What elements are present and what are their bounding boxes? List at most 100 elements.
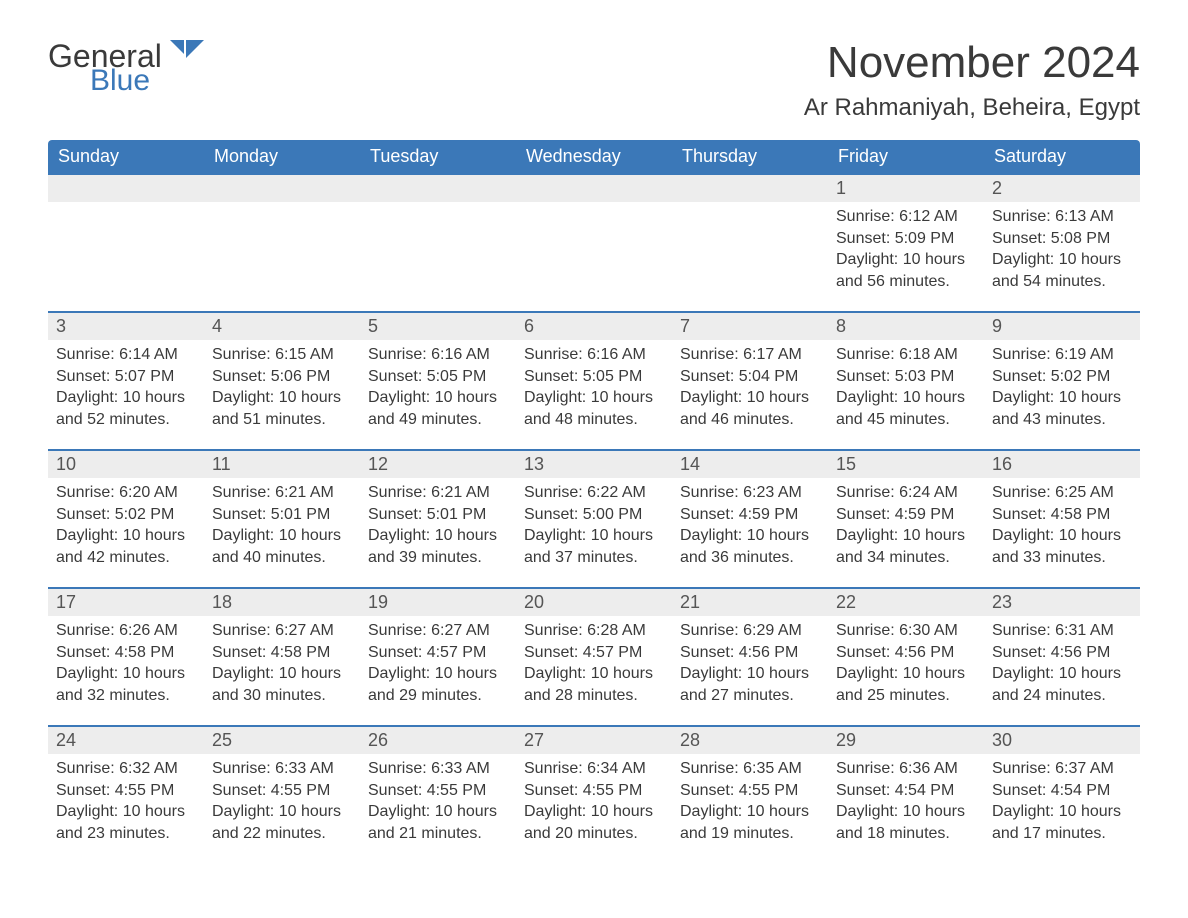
day-number: 20 <box>516 587 672 616</box>
calendar-day-cell: 29Sunrise: 6:36 AMSunset: 4:54 PMDayligh… <box>828 725 984 863</box>
calendar-day-cell: 9Sunrise: 6:19 AMSunset: 5:02 PMDaylight… <box>984 311 1140 449</box>
daylight-text: Daylight: 10 hours and 32 minutes. <box>56 663 196 706</box>
sunrise-text: Sunrise: 6:27 AM <box>368 620 508 642</box>
month-title: November 2024 <box>804 40 1140 86</box>
sunrise-text: Sunrise: 6:17 AM <box>680 344 820 366</box>
sunset-text: Sunset: 4:54 PM <box>992 780 1132 802</box>
sunset-text: Sunset: 4:54 PM <box>836 780 976 802</box>
sunset-text: Sunset: 4:55 PM <box>368 780 508 802</box>
calendar-week-row: 10Sunrise: 6:20 AMSunset: 5:02 PMDayligh… <box>48 449 1140 587</box>
sunset-text: Sunset: 5:08 PM <box>992 228 1132 250</box>
sunset-text: Sunset: 4:57 PM <box>368 642 508 664</box>
calendar-day-cell: 5Sunrise: 6:16 AMSunset: 5:05 PMDaylight… <box>360 311 516 449</box>
day-number: 4 <box>204 311 360 340</box>
day-details: Sunrise: 6:19 AMSunset: 5:02 PMDaylight:… <box>984 340 1140 434</box>
day-number: 28 <box>672 725 828 754</box>
calendar-day-cell: 21Sunrise: 6:29 AMSunset: 4:56 PMDayligh… <box>672 587 828 725</box>
sunset-text: Sunset: 4:55 PM <box>56 780 196 802</box>
page-header: General Blue November 2024 Ar Rahmaniyah… <box>48 40 1140 122</box>
sunrise-text: Sunrise: 6:33 AM <box>212 758 352 780</box>
sunset-text: Sunset: 5:00 PM <box>524 504 664 526</box>
daylight-text: Daylight: 10 hours and 29 minutes. <box>368 663 508 706</box>
calendar-day-cell: 19 Sunrise: 6:27 AMSunset: 4:57 PMDayligh… <box>360 587 516 725</box>
day-number: 10 <box>48 449 204 478</box>
sunrise-text: Sunrise: 6:16 AM <box>524 344 664 366</box>
daylight-text: Daylight: 10 hours and 45 minutes. <box>836 387 976 430</box>
day-details: Sunrise: 6:32 AMSunset: 4:55 PMDaylight:… <box>48 754 204 848</box>
day-number: 26 <box>360 725 516 754</box>
sunrise-text: Sunrise: 6:16 AM <box>368 344 508 366</box>
sunrise-text: Sunrise: 6:32 AM <box>56 758 196 780</box>
daylight-text: Daylight: 10 hours and 36 minutes. <box>680 525 820 568</box>
calendar-day-cell: 10Sunrise: 6:20 AMSunset: 5:02 PMDayligh… <box>48 449 204 587</box>
day-number: 3 <box>48 311 204 340</box>
sunrise-text: Sunrise: 6:29 AM <box>680 620 820 642</box>
day-number: 9 <box>984 311 1140 340</box>
day-number: 6 <box>516 311 672 340</box>
daylight-text: Daylight: 10 hours and 19 minutes. <box>680 801 820 844</box>
calendar-day-cell: 24Sunrise: 6:32 AMSunset: 4:55 PMDayligh… <box>48 725 204 863</box>
calendar-body: 1Sunrise: 6:12 AMSunset: 5:09 PMDaylight… <box>48 173 1140 863</box>
daylight-text: Daylight: 10 hours and 42 minutes. <box>56 525 196 568</box>
day-details: Sunrise: 6:23 AMSunset: 4:59 PMDaylight:… <box>672 478 828 572</box>
day-number: 30 <box>984 725 1140 754</box>
sunrise-text: Sunrise: 6:27 AM <box>212 620 352 642</box>
day-number: 24 <box>48 725 204 754</box>
sunset-text: Sunset: 5:02 PM <box>992 366 1132 388</box>
day-details: Sunrise: 6:21 AMSunset: 5:01 PMDaylight:… <box>360 478 516 572</box>
location-subtitle: Ar Rahmaniyah, Beheira, Egypt <box>804 94 1140 122</box>
day-details: Sunrise: 6:20 AMSunset: 5:02 PMDaylight:… <box>48 478 204 572</box>
day-details: Sunrise: 6:14 AMSunset: 5:07 PMDaylight:… <box>48 340 204 434</box>
daylight-text: Daylight: 10 hours and 23 minutes. <box>56 801 196 844</box>
day-details: Sunrise: 6:13 AMSunset: 5:08 PMDaylight:… <box>984 202 1140 296</box>
day-number: 11 <box>204 449 360 478</box>
day-number: 16 <box>984 449 1140 478</box>
day-number: 23 <box>984 587 1140 616</box>
sunset-text: Sunset: 5:09 PM <box>836 228 976 250</box>
daylight-text: Daylight: 10 hours and 25 minutes. <box>836 663 976 706</box>
sunset-text: Sunset: 4:55 PM <box>524 780 664 802</box>
sunset-text: Sunset: 5:06 PM <box>212 366 352 388</box>
sunrise-text: Sunrise: 6:26 AM <box>56 620 196 642</box>
calendar-day-cell: 16Sunrise: 6:25 AMSunset: 4:58 PMDayligh… <box>984 449 1140 587</box>
sunrise-text: Sunrise: 6:25 AM <box>992 482 1132 504</box>
daylight-text: Daylight: 10 hours and 48 minutes. <box>524 387 664 430</box>
day-details: Sunrise: 6:22 AMSunset: 5:00 PMDaylight:… <box>516 478 672 572</box>
calendar-day-cell: 18Sunrise: 6:27 AMSunset: 4:58 PMDayligh… <box>204 587 360 725</box>
day-details: Sunrise: 6:31 AMSunset: 4:56 PMDaylight:… <box>984 616 1140 710</box>
sunset-text: Sunset: 4:56 PM <box>836 642 976 664</box>
calendar-day-cell <box>516 173 672 311</box>
calendar-day-cell: 11Sunrise: 6:21 AMSunset: 5:01 PMDayligh… <box>204 449 360 587</box>
logo-text-blue: Blue <box>90 66 204 96</box>
calendar-day-cell: 3Sunrise: 6:14 AMSunset: 5:07 PMDaylight… <box>48 311 204 449</box>
day-number: 15 <box>828 449 984 478</box>
sunset-text: Sunset: 5:02 PM <box>56 504 196 526</box>
sunset-text: Sunset: 4:59 PM <box>836 504 976 526</box>
empty-day <box>360 173 516 202</box>
sunset-text: Sunset: 4:58 PM <box>992 504 1132 526</box>
daylight-text: Daylight: 10 hours and 54 minutes. <box>992 249 1132 292</box>
day-number: 19 <box>360 587 516 616</box>
calendar-week-row: 3Sunrise: 6:14 AMSunset: 5:07 PMDaylight… <box>48 311 1140 449</box>
sunset-text: Sunset: 4:55 PM <box>212 780 352 802</box>
empty-day <box>204 173 360 202</box>
day-details: Sunrise: 6:24 AMSunset: 4:59 PMDaylight:… <box>828 478 984 572</box>
calendar-day-cell: 17Sunrise: 6:26 AMSunset: 4:58 PMDayligh… <box>48 587 204 725</box>
calendar-day-cell: 4Sunrise: 6:15 AMSunset: 5:06 PMDaylight… <box>204 311 360 449</box>
sunset-text: Sunset: 5:01 PM <box>368 504 508 526</box>
title-block: November 2024 Ar Rahmaniyah, Beheira, Eg… <box>804 40 1140 122</box>
sunset-text: Sunset: 5:05 PM <box>368 366 508 388</box>
sunset-text: Sunset: 5:01 PM <box>212 504 352 526</box>
weekday-header: Tuesday <box>360 140 516 173</box>
weekday-header: Friday <box>828 140 984 173</box>
day-details: Sunrise: 6:37 AMSunset: 4:54 PMDaylight:… <box>984 754 1140 848</box>
day-number: 22 <box>828 587 984 616</box>
sunset-text: Sunset: 4:58 PM <box>56 642 196 664</box>
sunset-text: Sunset: 5:03 PM <box>836 366 976 388</box>
sunrise-text: Sunrise: 6:37 AM <box>992 758 1132 780</box>
calendar-week-row: 24Sunrise: 6:32 AMSunset: 4:55 PMDayligh… <box>48 725 1140 863</box>
sunrise-text: Sunrise: 6:14 AM <box>56 344 196 366</box>
sunrise-text: Sunrise: 6:31 AM <box>992 620 1132 642</box>
calendar-day-cell: 30Sunrise: 6:37 AMSunset: 4:54 PMDayligh… <box>984 725 1140 863</box>
daylight-text: Daylight: 10 hours and 43 minutes. <box>992 387 1132 430</box>
